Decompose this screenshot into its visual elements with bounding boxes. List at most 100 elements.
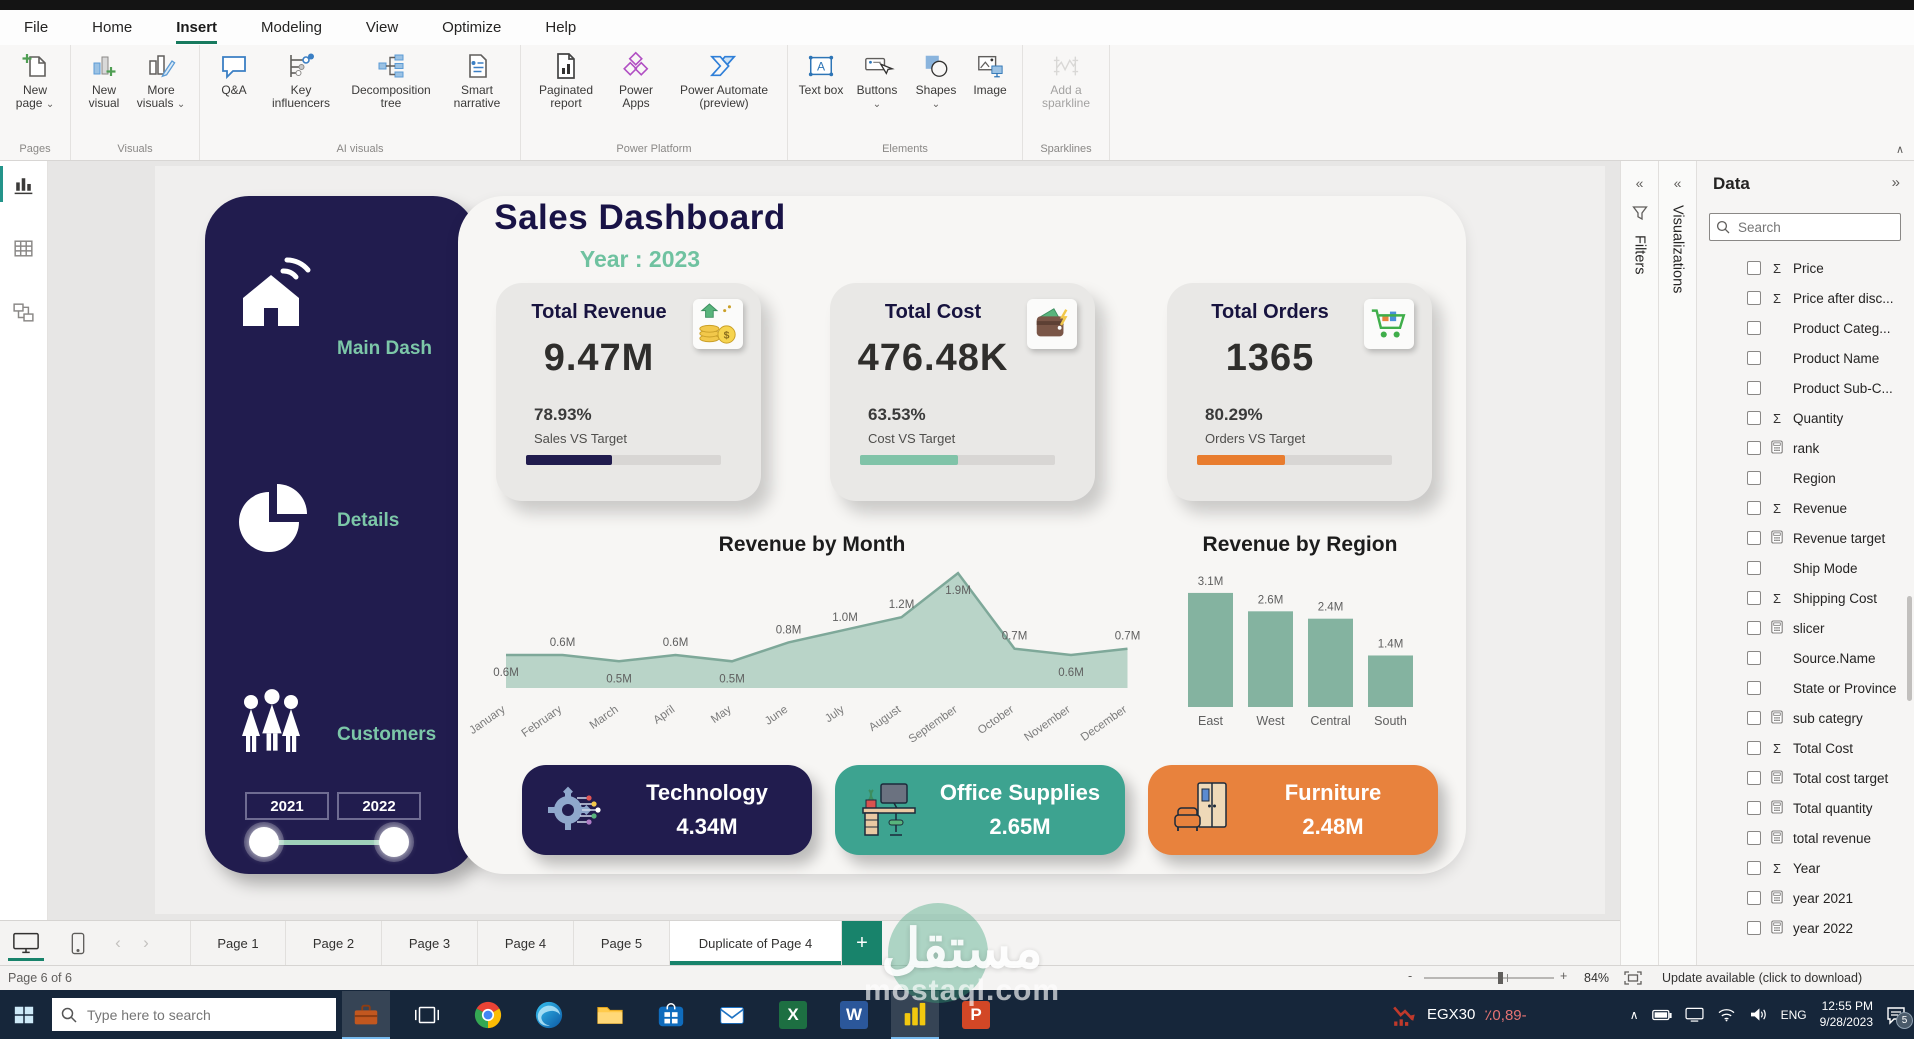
sidebar-item-details[interactable]: Details: [337, 510, 399, 532]
category-card-furniture[interactable]: Furniture 2.48M: [1148, 765, 1438, 855]
field-product-name[interactable]: Product Name: [1697, 343, 1914, 373]
field-checkbox[interactable]: [1747, 501, 1761, 515]
taskbar-app-mail-icon[interactable]: [708, 991, 756, 1039]
field-checkbox[interactable]: [1747, 621, 1761, 635]
collapse-data-panel-chevron-icon[interactable]: »: [1892, 174, 1900, 191]
field-checkbox[interactable]: [1747, 681, 1761, 695]
bar-south[interactable]: [1368, 655, 1413, 707]
zoom-out-button[interactable]: -: [1408, 969, 1412, 983]
taskbar-app-store-icon[interactable]: [647, 991, 695, 1039]
bar-east[interactable]: [1188, 593, 1233, 707]
sidebar-item-customers[interactable]: Customers: [337, 724, 436, 746]
language-indicator[interactable]: ENG: [1781, 1008, 1807, 1022]
bar-central[interactable]: [1308, 619, 1353, 707]
sidebar-item-main-dash[interactable]: Main Dash: [337, 338, 432, 360]
taskbar-search-box[interactable]: [52, 998, 336, 1031]
smart-narrative-button[interactable]: Smart narrative: [441, 48, 513, 111]
field-product-categ[interactable]: Product Categ...: [1697, 313, 1914, 343]
taskbar-app-excel-icon[interactable]: X: [769, 991, 817, 1039]
fit-to-page-button[interactable]: [1624, 971, 1642, 988]
field-checkbox[interactable]: [1747, 561, 1761, 575]
tray-chevron-icon[interactable]: ∧: [1630, 1008, 1639, 1022]
field-checkbox[interactable]: [1747, 861, 1761, 875]
field-state-or-province[interactable]: State or Province: [1697, 673, 1914, 703]
year-slider-handle-left[interactable]: [249, 827, 279, 857]
field-checkbox[interactable]: [1747, 651, 1761, 665]
qa-button[interactable]: Q&A: [207, 48, 261, 97]
field-year[interactable]: ΣYear: [1697, 853, 1914, 883]
field-total-quantity[interactable]: Total quantity: [1697, 793, 1914, 823]
expand-visualizations-chevron-icon[interactable]: «: [1659, 175, 1696, 191]
menu-file[interactable]: File: [24, 19, 48, 36]
category-card-office-supplies[interactable]: Office Supplies 2.65M: [835, 765, 1125, 855]
field-checkbox[interactable]: [1747, 441, 1761, 455]
taskbar-app-chrome-icon[interactable]: [464, 991, 512, 1039]
field-checkbox[interactable]: [1747, 771, 1761, 785]
paginated-report-button[interactable]: Paginated report: [528, 48, 604, 111]
field-checkbox[interactable]: [1747, 351, 1761, 365]
revenue-by-month-chart[interactable]: 0.6M0.6M0.5M0.6M0.5M0.8M1.0M1.2M1.9M0.7M…: [488, 554, 1163, 754]
page-tab-page-1[interactable]: Page 1: [190, 921, 286, 965]
taskbar-app-task-view-icon[interactable]: [403, 991, 451, 1039]
kpi-card-total-revenue[interactable]: Total Revenue 9.47M $ 78.93% Sales VS Ta…: [496, 283, 761, 501]
taskbar-app-edge-icon[interactable]: [525, 991, 573, 1039]
field-shipping-cost[interactable]: ΣShipping Cost: [1697, 583, 1914, 613]
field-checkbox[interactable]: [1747, 531, 1761, 545]
filters-panel-label[interactable]: Filters: [1632, 235, 1648, 274]
page-tab-page-5[interactable]: Page 5: [574, 921, 670, 965]
volume-icon[interactable]: [1749, 1007, 1768, 1022]
key-influencers-button[interactable]: Key influencers: [261, 48, 341, 111]
menu-insert[interactable]: Insert: [176, 19, 217, 36]
field-checkbox[interactable]: [1747, 291, 1761, 305]
field-checkbox[interactable]: [1747, 321, 1761, 335]
start-button[interactable]: [8, 999, 40, 1031]
expand-filters-chevron-icon[interactable]: «: [1621, 175, 1658, 191]
field-ship-mode[interactable]: Ship Mode: [1697, 553, 1914, 583]
kpi-card-total-cost[interactable]: Total Cost 476.48K 63.53% Cost VS Target: [830, 283, 1095, 501]
year-slider-track[interactable]: [265, 840, 395, 845]
field-checkbox[interactable]: [1747, 591, 1761, 605]
field-total-revenue[interactable]: total revenue: [1697, 823, 1914, 853]
data-search-box[interactable]: [1709, 213, 1901, 241]
year-to-field[interactable]: 2022: [337, 792, 421, 820]
page-tab-page-2[interactable]: Page 2: [286, 921, 382, 965]
field-rank[interactable]: rank: [1697, 433, 1914, 463]
field-checkbox[interactable]: [1747, 921, 1761, 935]
shapes-button[interactable]: Shapes ⌄: [907, 48, 965, 108]
field-checkbox[interactable]: [1747, 741, 1761, 755]
mobile-layout-button[interactable]: [52, 921, 104, 965]
image-button[interactable]: Image: [965, 48, 1015, 97]
field-total-cost[interactable]: ΣTotal Cost: [1697, 733, 1914, 763]
desktop-layout-button[interactable]: [0, 921, 52, 965]
more-visuals-button[interactable]: More visuals ⌄: [130, 48, 192, 111]
field-checkbox[interactable]: [1747, 381, 1761, 395]
field-checkbox[interactable]: [1747, 801, 1761, 815]
menu-view[interactable]: View: [366, 19, 398, 36]
year-from-field[interactable]: 2021: [245, 792, 329, 820]
clock[interactable]: 12:55 PM 9/28/2023: [1820, 999, 1873, 1030]
update-available-link[interactable]: Update available (click to download): [1662, 971, 1862, 985]
new-page-button[interactable]: New page ⌄: [7, 48, 63, 111]
buttons-button[interactable]: Buttons ⌄: [847, 48, 907, 108]
field-checkbox[interactable]: [1747, 711, 1761, 725]
add-sparkline-button[interactable]: Add a sparkline: [1030, 48, 1102, 111]
data-search-input[interactable]: [1736, 219, 1914, 236]
field-source-name[interactable]: Source.Name: [1697, 643, 1914, 673]
wifi-icon[interactable]: [1717, 1007, 1736, 1022]
battery-icon[interactable]: [1652, 1009, 1672, 1021]
power-automate-button[interactable]: Power Automate (preview): [668, 48, 780, 111]
field-checkbox[interactable]: [1747, 411, 1761, 425]
taskbar-app-power-bi-icon[interactable]: [891, 991, 939, 1039]
zoom-in-button[interactable]: +: [1560, 969, 1567, 983]
page-tab-page-4[interactable]: Page 4: [478, 921, 574, 965]
decomposition-tree-button[interactable]: Decomposition tree: [341, 48, 441, 111]
cast-display-icon[interactable]: [1685, 1007, 1704, 1022]
kpi-card-total-orders[interactable]: Total Orders 1365 80.29% Orders VS Targe…: [1167, 283, 1432, 501]
year-slider-handle-right[interactable]: [379, 827, 409, 857]
zoom-slider-track[interactable]: [1424, 977, 1554, 979]
menu-optimize[interactable]: Optimize: [442, 19, 501, 36]
field-total-cost-target[interactable]: Total cost target: [1697, 763, 1914, 793]
visualizations-panel-label[interactable]: Visualizations: [1670, 205, 1686, 293]
taskbar-app-briefcase-icon[interactable]: [342, 991, 390, 1039]
taskbar-app-file-explorer-icon[interactable]: [586, 991, 634, 1039]
